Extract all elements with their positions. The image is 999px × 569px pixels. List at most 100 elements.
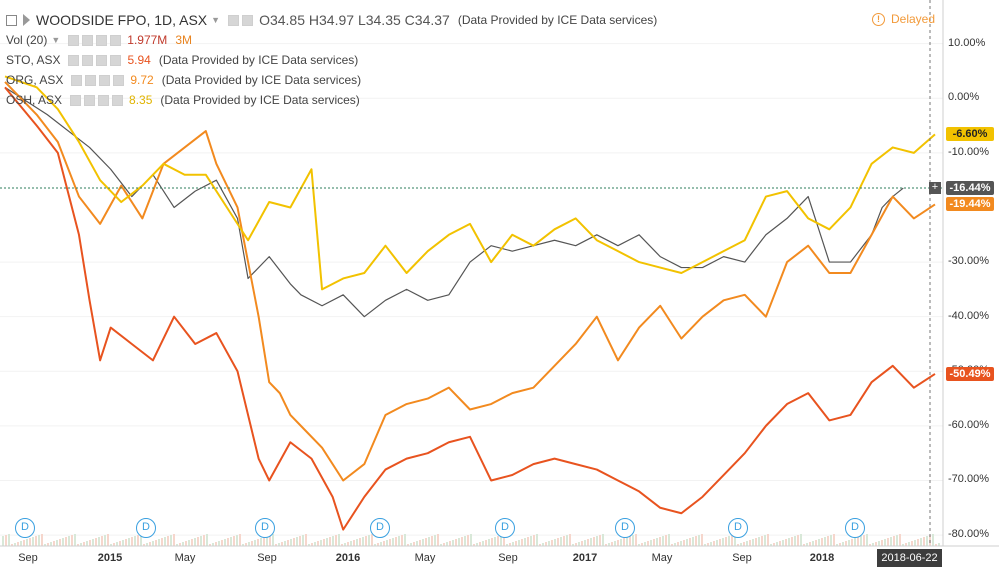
chevron-down-icon[interactable]: ▼ (211, 15, 221, 25)
dividend-marker[interactable]: D (845, 518, 865, 538)
settings-icon[interactable] (82, 54, 94, 66)
volume-bar (299, 536, 301, 546)
volume-label[interactable]: Vol (20) (6, 33, 48, 47)
volume-bar (53, 541, 55, 546)
settings-icon[interactable] (85, 74, 97, 86)
volume-bar (347, 542, 349, 546)
volume-bar (815, 540, 817, 546)
volume-bar (245, 543, 247, 546)
settings-icon[interactable] (82, 34, 94, 46)
dividend-marker[interactable]: D (255, 518, 275, 538)
delayed-indicator[interactable]: ! Delayed (872, 12, 935, 26)
legend: WOODSIDE FPO, 1D, ASX ▼ O34.85 H34.97 L3… (6, 10, 657, 110)
volume-bar (821, 538, 823, 546)
volume-bar (851, 539, 853, 546)
add-icon[interactable] (96, 54, 108, 66)
volume-bar (503, 534, 505, 546)
eye-icon[interactable] (71, 74, 83, 86)
volume-bar (680, 541, 682, 546)
volume-bar (491, 538, 493, 546)
volume-bar (884, 539, 886, 546)
volume-bar (887, 538, 889, 546)
compare-value: 9.72 (130, 73, 154, 87)
volume-bar (314, 542, 316, 546)
volume-bar (782, 540, 784, 546)
volume-bar (386, 540, 388, 546)
volume-bar (818, 539, 820, 546)
settings-icon[interactable] (84, 94, 96, 106)
provider-note: (Data Provided by ICE Data services) (158, 53, 359, 67)
volume-bar (383, 541, 385, 546)
chart-grid (0, 43, 943, 536)
compare-symbol[interactable]: OSH, ASX (6, 93, 63, 107)
volume-bar (677, 542, 679, 546)
y-tick-label: -10.00% (948, 145, 989, 158)
compare-symbol[interactable]: STO, ASX (6, 53, 61, 67)
close-icon[interactable] (112, 94, 124, 106)
volume-bar (473, 544, 475, 546)
volume-bar (869, 544, 871, 546)
close-icon[interactable] (110, 54, 122, 66)
volume-bar (734, 534, 736, 546)
settings-icon[interactable] (242, 14, 254, 26)
volume-bar (173, 534, 175, 546)
eye-icon[interactable] (70, 94, 82, 106)
volume-bar (536, 534, 538, 546)
volume-bar (368, 535, 370, 546)
add-icon[interactable] (96, 34, 108, 46)
close-icon[interactable] (113, 74, 125, 86)
volume-bar (698, 535, 700, 546)
eye-icon[interactable] (68, 34, 80, 46)
volume-bar (422, 539, 424, 546)
close-icon[interactable] (110, 34, 122, 46)
x-tick-label: May (174, 552, 196, 564)
volume-bar (278, 543, 280, 546)
volume-bar (731, 535, 733, 546)
volume-bar (548, 541, 550, 546)
compare-row-sto: STO, ASX 5.94 (Data Provided by ICE Data… (6, 50, 657, 70)
volume-bar (812, 541, 814, 546)
volume-bar (104, 535, 106, 546)
volume-bar (68, 536, 70, 546)
volume-bar (836, 544, 838, 546)
volume-bar (2, 536, 4, 546)
add-alert-icon[interactable]: + (929, 182, 941, 194)
volume-bar (83, 542, 85, 546)
volume-bar (506, 544, 508, 546)
volume-bar (41, 534, 43, 546)
dividend-marker[interactable]: D (370, 518, 390, 538)
close-value: C34.37 (404, 12, 450, 28)
volume-bar (320, 540, 322, 546)
volume-bar (56, 540, 58, 546)
chevron-down-icon[interactable]: ▼ (51, 35, 61, 45)
symbol-title[interactable]: WOODSIDE FPO, 1D, ASX (36, 12, 208, 28)
volume-bar (638, 544, 640, 546)
dividend-marker[interactable]: D (728, 518, 748, 538)
eye-icon[interactable] (68, 54, 80, 66)
volume-bar (254, 540, 256, 546)
volume-bar (743, 542, 745, 546)
dividend-marker[interactable]: D (615, 518, 635, 538)
volume-bar (62, 538, 64, 546)
volume-bar (110, 544, 112, 546)
add-icon[interactable] (98, 94, 110, 106)
volume-bar (236, 535, 238, 546)
volume-bar (359, 538, 361, 546)
volume-bar (827, 536, 829, 546)
volume-bar (497, 536, 499, 546)
collapse-toggle[interactable] (6, 14, 17, 26)
volume-bar (317, 541, 319, 546)
dividend-marker[interactable]: D (15, 518, 35, 538)
provider-note: (Data Provided by ICE Data services) (161, 73, 362, 87)
dividend-marker[interactable]: D (495, 518, 515, 538)
add-icon[interactable] (99, 74, 111, 86)
delayed-label: Delayed (891, 12, 936, 26)
dividend-marker[interactable]: D (136, 518, 156, 538)
volume-bar (692, 537, 694, 546)
eye-icon[interactable] (228, 14, 240, 26)
volume-bar (626, 537, 628, 546)
flag-icon[interactable] (23, 14, 30, 26)
volume-bar (176, 544, 178, 546)
compare-symbol[interactable]: ORG, ASX (6, 73, 64, 87)
